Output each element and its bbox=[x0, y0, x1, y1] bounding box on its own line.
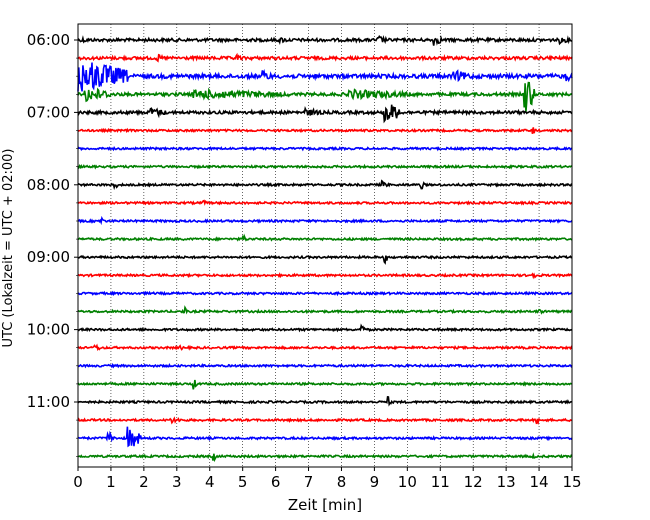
trace-0800-10 bbox=[77, 199, 573, 206]
trace-0700-10 bbox=[77, 127, 573, 134]
trace-1100-20 bbox=[78, 426, 573, 448]
vertical-grid bbox=[110, 24, 540, 467]
y-tick-label: 09:00 bbox=[27, 248, 70, 266]
trace-1100-10 bbox=[77, 416, 573, 426]
y-axis-ticks: 06:00 07:00 08:00 09:00 10:00 11:00 bbox=[27, 31, 78, 457]
seismogram-traces bbox=[77, 34, 573, 463]
y-tick-label: 08:00 bbox=[27, 176, 70, 194]
x-tick-label: 2 bbox=[139, 473, 149, 491]
x-tick-label: 9 bbox=[370, 473, 380, 491]
trace-0800-0 bbox=[77, 179, 573, 191]
trace-0600-30 bbox=[77, 81, 573, 113]
x-tick-label: 5 bbox=[238, 473, 248, 491]
y-tick-label: 07:00 bbox=[27, 103, 70, 121]
x-tick-label: 4 bbox=[205, 473, 215, 491]
trace-1100-30 bbox=[77, 452, 573, 463]
x-tick-label: 6 bbox=[271, 473, 281, 491]
x-tick-label: 0 bbox=[73, 473, 83, 491]
trace-0600-10 bbox=[77, 52, 573, 63]
x-tick-label: 7 bbox=[304, 473, 314, 491]
x-tick-label: 15 bbox=[562, 473, 581, 491]
x-axis-ticks: 0 1 2 3 4 5 6 7 8 9 10 11 12 13 14 15 bbox=[73, 467, 582, 491]
plot-frame bbox=[77, 23, 573, 468]
trace-0900-0 bbox=[77, 254, 573, 265]
y-tick-label: 06:00 bbox=[27, 31, 70, 49]
trace-1000-10 bbox=[77, 343, 573, 352]
x-tick-label: 3 bbox=[172, 473, 182, 491]
y-tick-label: 11:00 bbox=[27, 393, 70, 411]
trace-0600-20 bbox=[77, 62, 573, 92]
trace-1100-0 bbox=[77, 396, 572, 407]
x-tick-label: 11 bbox=[431, 473, 450, 491]
trace-1000-20 bbox=[77, 362, 573, 369]
trace-0800-30 bbox=[77, 233, 573, 242]
trace-0600-0 bbox=[77, 34, 573, 46]
x-tick-label: 8 bbox=[337, 473, 347, 491]
trace-1000-0 bbox=[78, 323, 573, 333]
x-tick-label: 10 bbox=[398, 473, 417, 491]
x-axis-label: Zeit [min] bbox=[288, 496, 362, 514]
x-tick-label: 1 bbox=[106, 473, 116, 491]
trace-0700-30 bbox=[77, 163, 573, 170]
trace-0900-30 bbox=[77, 305, 573, 315]
trace-0700-20 bbox=[77, 145, 573, 152]
trace-0900-20 bbox=[77, 290, 573, 297]
y-axis-label: UTC (Lokalzeit = UTC + 02:00) bbox=[1, 149, 16, 348]
x-tick-label: 12 bbox=[464, 473, 483, 491]
x-tick-label: 13 bbox=[497, 473, 516, 491]
trace-0800-20 bbox=[77, 215, 573, 226]
y-tick-label: 10:00 bbox=[27, 321, 70, 339]
x-tick-label: 14 bbox=[530, 473, 549, 491]
trace-1000-30 bbox=[77, 379, 573, 390]
trace-0900-10 bbox=[77, 272, 573, 280]
trace-0700-0 bbox=[77, 104, 573, 124]
